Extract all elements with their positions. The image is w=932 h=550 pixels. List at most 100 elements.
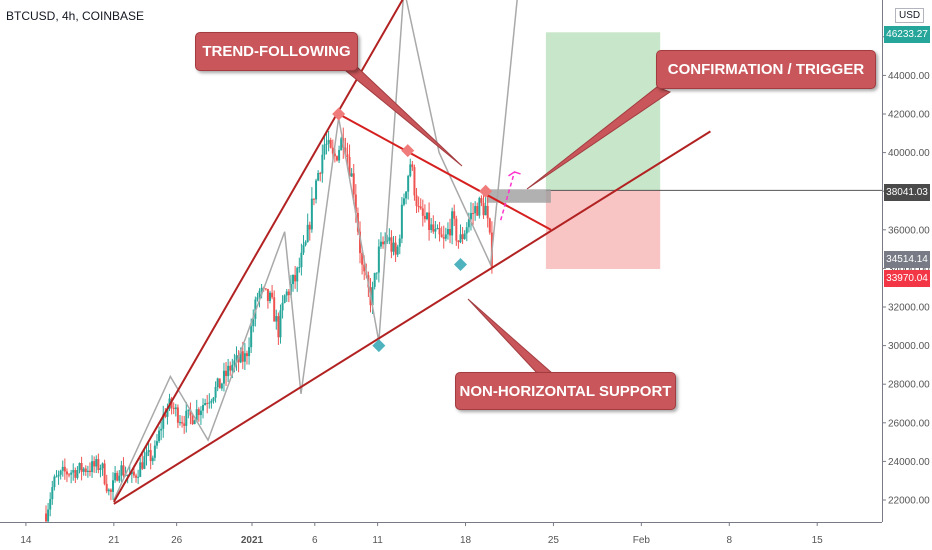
candle	[82, 468, 85, 472]
candle	[275, 316, 278, 322]
candle	[363, 264, 366, 272]
candle	[457, 240, 460, 243]
candle	[264, 288, 267, 290]
candle	[312, 198, 315, 200]
trigger-arrow-head	[508, 171, 521, 177]
candle	[421, 208, 424, 216]
price-tick-label: 22000.00	[888, 496, 930, 507]
candle	[222, 370, 225, 384]
candle	[474, 206, 477, 214]
candle	[359, 231, 362, 254]
candle	[467, 219, 470, 228]
candle	[93, 461, 96, 467]
candle	[375, 272, 378, 274]
candle	[258, 290, 261, 298]
candle	[442, 237, 445, 239]
candle	[430, 224, 433, 231]
time-tick-label: 18	[460, 535, 472, 546]
candle	[212, 397, 215, 401]
candle	[72, 470, 75, 473]
candle	[409, 164, 412, 176]
non-horizontal-support-callout: NON-HORIZONTAL SUPPORT	[455, 372, 676, 410]
price-tick-label: 24000.00	[888, 457, 930, 468]
bottom-pivot-marker	[372, 339, 386, 353]
time-tick-label: 6	[312, 535, 318, 546]
time-tick-label: 2021	[241, 535, 264, 546]
top-pivot-marker	[401, 144, 415, 158]
candle	[174, 407, 177, 410]
bottom-pivot-marker	[453, 258, 467, 272]
candle	[325, 143, 328, 145]
candle	[323, 144, 326, 155]
candle	[390, 237, 393, 252]
candle	[243, 353, 246, 362]
candle	[185, 410, 188, 426]
descending-resistance	[338, 113, 552, 231]
candle	[384, 241, 387, 245]
support-callout-pointer	[467, 298, 554, 374]
candle	[172, 407, 175, 410]
top-pivot-marker	[479, 184, 493, 198]
candle	[99, 468, 102, 470]
candle	[49, 499, 52, 510]
candle	[141, 462, 144, 469]
candle	[266, 289, 269, 301]
candle	[254, 299, 257, 319]
price-tick-label: 28000.00	[888, 380, 930, 391]
candle	[57, 474, 60, 477]
candle	[449, 228, 452, 236]
candle	[281, 302, 284, 311]
trigger-arrow	[499, 171, 516, 221]
candle	[116, 472, 119, 481]
candle	[59, 470, 62, 475]
candle	[178, 422, 181, 424]
time-axis-bg	[0, 522, 932, 550]
candle	[130, 471, 133, 475]
candle	[436, 227, 439, 230]
candle	[400, 204, 403, 239]
candle	[469, 213, 472, 220]
candle	[432, 224, 435, 232]
candle	[480, 198, 483, 203]
candle	[315, 180, 318, 200]
candle	[176, 407, 179, 423]
candle	[206, 403, 209, 405]
candle	[256, 297, 259, 300]
target-price-tag: 46233.27	[884, 26, 930, 43]
currency-badge[interactable]: USD	[895, 8, 925, 23]
markers-layer	[332, 107, 493, 353]
candle	[109, 489, 112, 492]
candle	[126, 474, 129, 476]
stop-price-tag: 33970.04	[884, 270, 930, 287]
candle	[95, 459, 98, 467]
candle	[482, 202, 485, 216]
candle	[455, 218, 458, 241]
candle	[327, 139, 330, 144]
candle	[76, 470, 79, 478]
candle	[220, 383, 223, 389]
candle	[155, 441, 158, 446]
candle	[340, 138, 343, 151]
candle	[260, 287, 263, 291]
candle	[233, 360, 236, 365]
top-pivot-marker	[332, 107, 346, 121]
candle	[149, 450, 152, 462]
candle	[135, 475, 138, 478]
candle	[386, 240, 389, 242]
candle	[245, 353, 248, 357]
candle	[86, 470, 89, 472]
candle	[319, 172, 322, 174]
candle	[269, 292, 272, 301]
candle	[329, 139, 332, 148]
candle	[51, 487, 54, 500]
candle	[440, 234, 443, 238]
price-tick-label: 26000.00	[888, 418, 930, 429]
candle	[377, 246, 380, 273]
candle	[114, 472, 117, 481]
candle	[227, 365, 230, 377]
profit-zone	[545, 32, 661, 191]
candle	[229, 365, 232, 371]
